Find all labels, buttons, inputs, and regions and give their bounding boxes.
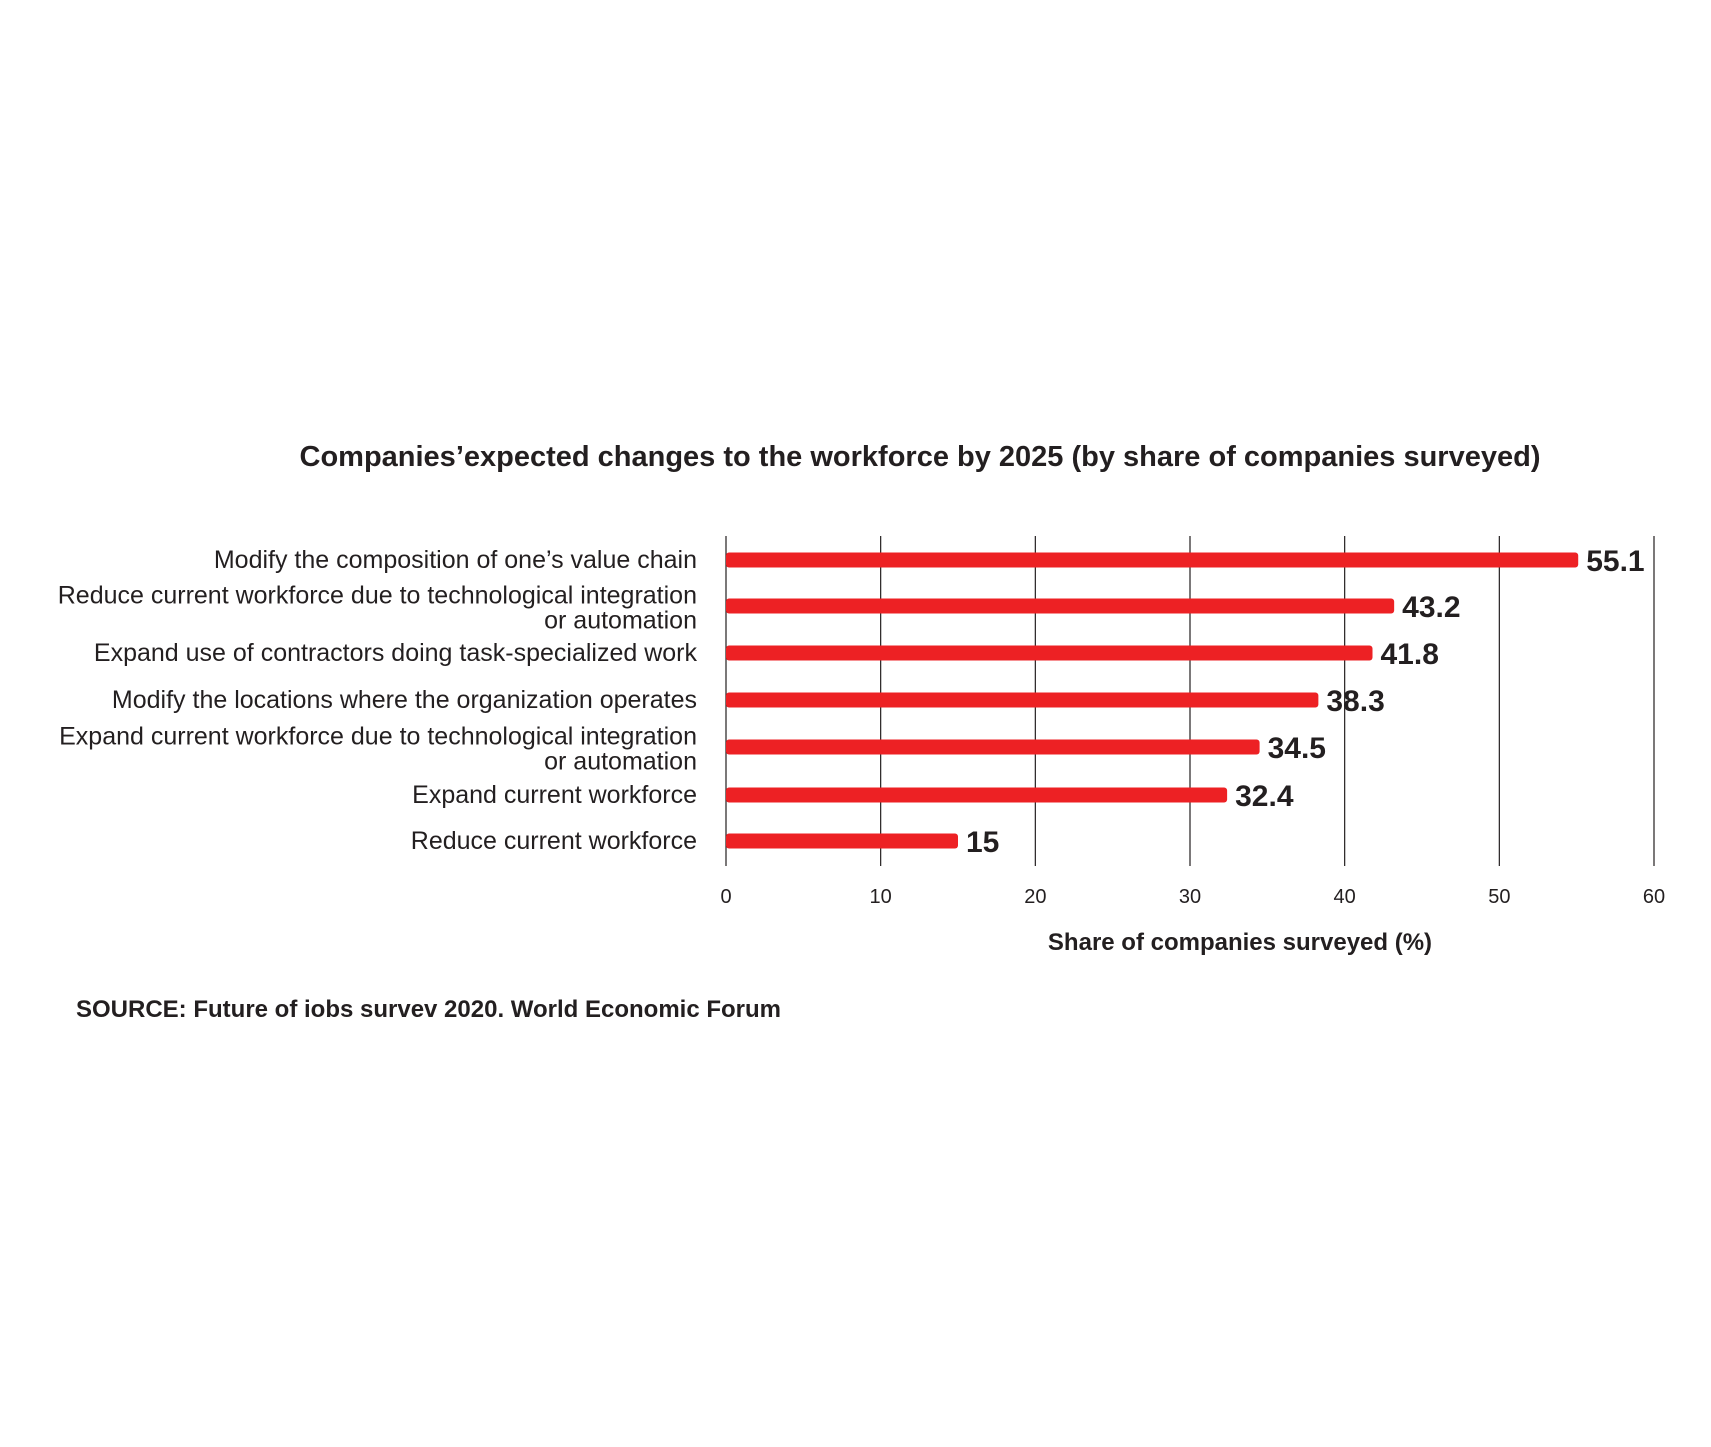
data-label: 43.2 <box>1402 591 1460 624</box>
data-label: 15 <box>966 826 999 859</box>
bar <box>726 645 1373 661</box>
data-label: 32.4 <box>1235 780 1294 813</box>
bar <box>726 552 1579 568</box>
x-tick-label: 20 <box>1024 886 1046 908</box>
data-label: 38.3 <box>1326 685 1384 718</box>
data-labels: 55.1 43.2 41.8 38.334.5 32.4 15 <box>966 545 1645 859</box>
category-label: Reduce current workforce <box>411 827 697 855</box>
x-tick-label: 30 <box>1179 886 1201 908</box>
category-labels: Modify the composition of one’s value ch… <box>58 546 698 855</box>
bar <box>726 787 1228 803</box>
x-tick-label: 50 <box>1488 886 1510 908</box>
x-tick-label: 40 <box>1334 886 1356 908</box>
x-tick-labels: 0 10 20 30 40 50 60 <box>720 886 1665 908</box>
bar <box>726 833 958 849</box>
bars <box>726 552 1579 849</box>
category-label: Modify the locations where the organizat… <box>112 686 697 714</box>
bar <box>726 739 1260 755</box>
x-tick-label: 60 <box>1643 886 1665 908</box>
bar <box>726 598 1395 614</box>
category-label: Expand current workforce due to technolo… <box>59 723 697 776</box>
bar <box>726 692 1319 708</box>
chart-title: Companies’expected changes to the workfo… <box>300 441 1541 473</box>
category-label: Expand use of contractors doing task-spe… <box>94 639 698 667</box>
data-label: 55.1 <box>1586 545 1644 578</box>
source-note: SOURCE: Future of iobs survev 2020. Worl… <box>76 996 781 1023</box>
category-label: Expand current workforce <box>412 781 697 809</box>
category-label: Modify the composition of one’s value ch… <box>214 546 697 574</box>
x-tick-label: 10 <box>870 886 892 908</box>
x-axis-label: Share of companies surveyed (%) <box>1048 929 1432 956</box>
category-label: Reduce current workforce due to technolo… <box>58 582 697 635</box>
data-label: 41.8 <box>1381 638 1439 671</box>
x-tick-label: 0 <box>720 886 731 908</box>
data-label: 34.5 <box>1268 732 1326 765</box>
